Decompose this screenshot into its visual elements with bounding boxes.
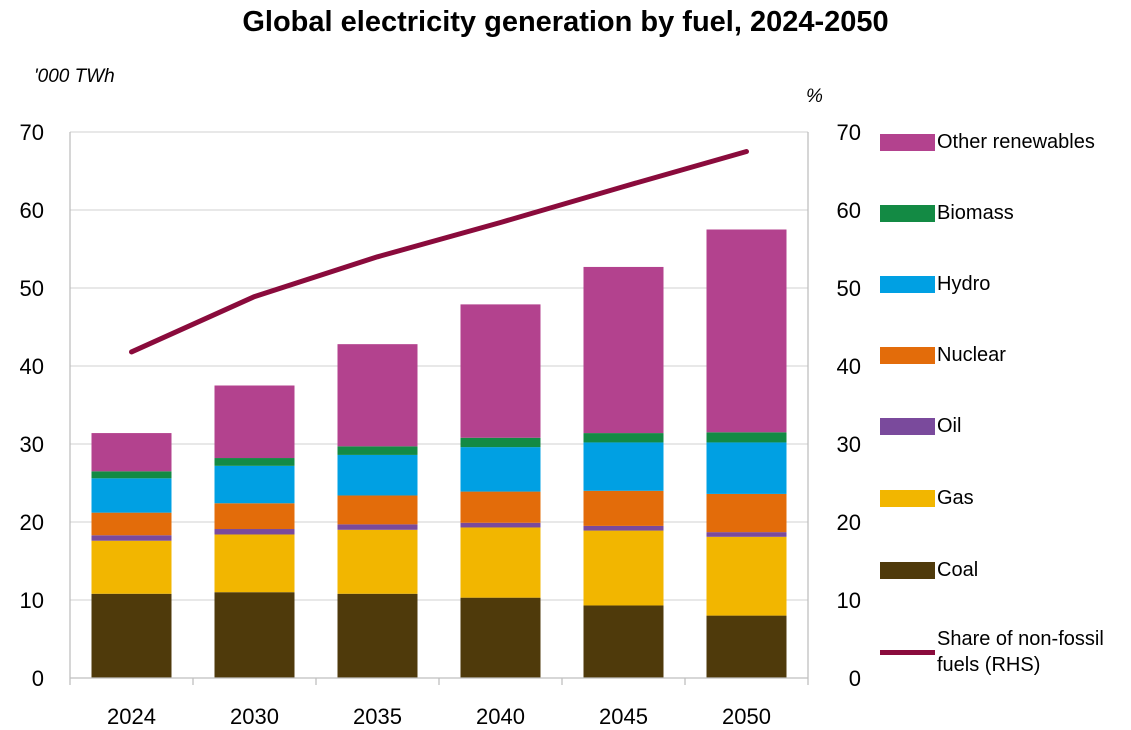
y-tick-label: 20	[20, 510, 44, 535]
legend-label: Coal	[937, 559, 979, 581]
bar-oil	[706, 532, 787, 537]
x-tick-label: 2030	[230, 704, 279, 729]
legend-item-gas: Gas	[880, 485, 974, 511]
legend-line-swatch	[880, 649, 935, 655]
bar-oil	[91, 535, 172, 541]
bar-gas	[583, 530, 664, 606]
bar-nuclear	[214, 503, 295, 530]
bar-coal	[460, 597, 541, 678]
bar-coal	[583, 605, 664, 678]
y2-tick-label: 20	[837, 510, 861, 535]
bar-nuclear	[91, 512, 172, 536]
bar-gas	[91, 540, 172, 594]
bar-nuclear	[706, 493, 787, 533]
legend-swatch	[880, 133, 935, 151]
y2-tick-label: 70	[837, 120, 861, 145]
bar-hydro	[583, 442, 664, 491]
bar-biomass	[214, 458, 295, 466]
bar-biomass	[583, 433, 664, 443]
bar-biomass	[91, 471, 172, 479]
bar-nuclear	[583, 490, 664, 526]
legend-swatch	[880, 275, 935, 293]
legend-item-coal: Coal	[880, 557, 978, 583]
bar-coal	[91, 593, 172, 678]
bar-biomass	[460, 437, 541, 448]
bar-other-renewables	[337, 344, 418, 447]
line-non-fossil-share	[129, 149, 749, 355]
y-tick-label: 60	[20, 198, 44, 223]
legend-label: Other renewables	[937, 131, 1095, 153]
legend-swatch	[880, 346, 935, 364]
legend-label: Nuclear	[937, 344, 1006, 366]
legend-swatch	[880, 204, 935, 222]
x-tick-label: 2024	[107, 704, 156, 729]
left-axis-unit: '000 TWh	[34, 66, 115, 87]
legend-label: Hydro	[937, 273, 991, 295]
y-tick-label: 10	[20, 588, 44, 613]
bar-biomass	[706, 432, 787, 443]
bar-biomass	[337, 446, 418, 455]
legend-item-other-renewables: Other renewables	[880, 129, 1095, 155]
legend-label: Biomass	[937, 202, 1014, 224]
bar-oil	[583, 525, 664, 531]
legend-item-nuclear: Nuclear	[880, 342, 1006, 368]
bar-coal	[706, 615, 787, 678]
legend-label: Gas	[937, 487, 974, 509]
y2-tick-label: 40	[837, 354, 861, 379]
bar-hydro	[214, 465, 295, 504]
legend-label: Oil	[937, 415, 962, 437]
bar-nuclear	[460, 491, 541, 523]
bar-oil	[460, 522, 541, 528]
y-tick-label: 70	[20, 120, 44, 145]
bar-hydro	[460, 447, 541, 492]
y-tick-label: 40	[20, 354, 44, 379]
x-tick-label: 2040	[476, 704, 525, 729]
bar-other-renewables	[91, 433, 172, 472]
legend-label: Share of non-fossil fuels (RHS)	[937, 628, 1104, 676]
bar-nuclear	[337, 495, 418, 525]
bar-other-renewables	[706, 229, 787, 433]
bar-gas	[460, 527, 541, 598]
bar-other-renewables	[583, 266, 664, 434]
y-tick-label: 50	[20, 276, 44, 301]
y2-tick-label: 30	[837, 432, 861, 457]
legend-item-non-fossil-share: Share of non-fossil fuels (RHS)	[880, 626, 1127, 678]
right-axis-unit: %	[806, 86, 823, 107]
bar-gas	[214, 534, 295, 593]
legend-swatch	[880, 561, 935, 579]
y2-tick-label: 0	[849, 666, 861, 691]
x-tick-label: 2050	[722, 704, 771, 729]
y-tick-label: 30	[20, 432, 44, 457]
chart-legend: Other renewables Biomass Hydro Nuclear O…	[880, 0, 1131, 730]
y2-tick-label: 10	[837, 588, 861, 613]
legend-item-hydro: Hydro	[880, 271, 990, 297]
bar-hydro	[91, 478, 172, 513]
x-tick-label: 2045	[599, 704, 648, 729]
legend-item-oil: Oil	[880, 413, 961, 439]
y-tick-label: 0	[32, 666, 44, 691]
bar-gas	[706, 536, 787, 616]
bar-oil	[214, 529, 295, 535]
bar-other-renewables	[460, 304, 541, 438]
x-tick-label: 2035	[353, 704, 402, 729]
bar-hydro	[706, 442, 787, 494]
legend-swatch	[880, 489, 935, 507]
y2-tick-label: 50	[837, 276, 861, 301]
bar-hydro	[337, 454, 418, 496]
chart-title: Global electricity generation by fuel, 2…	[242, 6, 889, 38]
bar-oil	[337, 524, 418, 530]
bar-coal	[214, 592, 295, 678]
bar-gas	[337, 529, 418, 594]
y2-tick-label: 60	[837, 198, 861, 223]
legend-swatch	[880, 417, 935, 435]
legend-item-biomass: Biomass	[880, 200, 1014, 226]
bar-other-renewables	[214, 385, 295, 459]
bar-coal	[337, 593, 418, 678]
